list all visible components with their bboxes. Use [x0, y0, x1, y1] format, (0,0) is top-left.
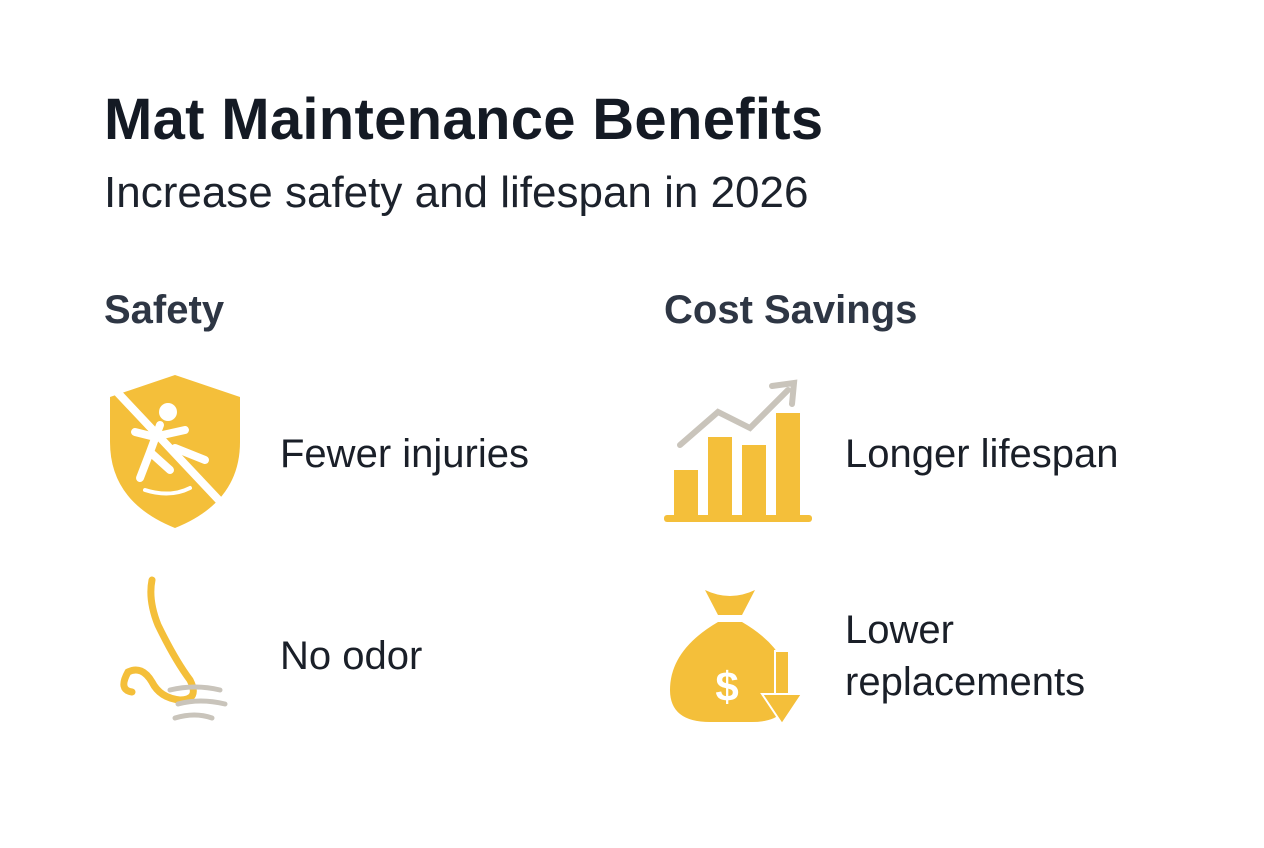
benefit-label: Fewer injuries [280, 432, 529, 476]
svg-text:$: $ [715, 663, 738, 710]
section-heading: Safety [104, 288, 225, 332]
money-bag-icon: $ [670, 590, 804, 726]
benefit-label: Lower replacements [845, 608, 1086, 704]
benefit-label: No odor [280, 634, 423, 678]
section-heading: Cost Savings [664, 288, 918, 332]
subtitle: Increase safety and lifespan in 2026 [104, 168, 809, 217]
nose-icon [120, 576, 228, 721]
growth-chart-icon [664, 379, 812, 522]
shield-icon [110, 375, 240, 528]
title: Mat Maintenance Benefits [104, 87, 824, 152]
benefit-label: Longer lifespan [845, 432, 1119, 476]
